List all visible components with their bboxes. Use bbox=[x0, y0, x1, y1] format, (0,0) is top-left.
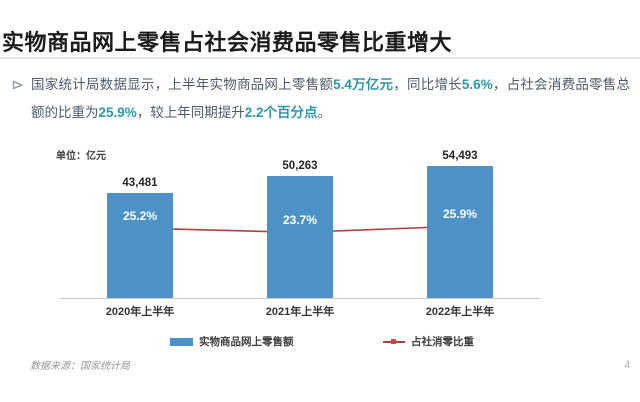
chart-legend: 实物商品网上零售额 占社消零比重 bbox=[0, 334, 640, 348]
line-point-label: 25.9% bbox=[442, 207, 478, 222]
body-highlight: 5.4万亿元 bbox=[333, 77, 394, 92]
slide-title: 实物商品网上零售占社会消费品零售比重增大 bbox=[2, 30, 453, 55]
line-point-label: 25.2% bbox=[122, 209, 158, 224]
legend-item-bar: 实物商品网上零售额 bbox=[170, 334, 294, 349]
line-swatch-icon bbox=[383, 338, 405, 345]
legend-bar-label: 实物商品网上零售额 bbox=[199, 336, 294, 348]
bar-line-chart: 单位：亿元 43,481 25.2% 50,263 23.7% 54,493 25.9% … bbox=[56, 150, 540, 322]
page-number: 4 bbox=[624, 360, 630, 371]
chart-plot-area: 43,481 25.2% 50,263 23.7% 54,493 25.9% bbox=[60, 150, 540, 299]
body-segment: ，同比增长 bbox=[393, 77, 462, 92]
bar bbox=[427, 166, 493, 298]
body-highlight: 2.2个百分点 bbox=[244, 105, 318, 120]
bar bbox=[107, 193, 173, 298]
bar-value-label: 50,263 bbox=[282, 160, 318, 172]
x-axis-label: 2021年上半年 bbox=[265, 306, 335, 318]
line-point-label: 23.7% bbox=[282, 213, 318, 228]
x-axis-label: 2020年上半年 bbox=[105, 306, 175, 318]
title-divider bbox=[0, 57, 640, 59]
body-highlight: 5.6% bbox=[461, 77, 493, 92]
body-paragraph: 国家统计局数据显示，上半年实物商品网上零售额5.4万亿元，同比增长5.6%，占社… bbox=[12, 71, 630, 127]
data-source: 数据来源：国家统计局 bbox=[30, 361, 130, 372]
unit-label: 单位：亿元 bbox=[56, 151, 106, 162]
bar-value-label: 54,493 bbox=[442, 150, 478, 162]
body-segment: 。 bbox=[317, 105, 332, 120]
body-text: 国家统计局数据显示，上半年实物商品网上零售额5.4万亿元，同比增长5.6%，占社… bbox=[31, 71, 630, 127]
legend-item-line: 占社消零比重 bbox=[383, 334, 474, 349]
body-highlight: 25.9% bbox=[98, 105, 137, 120]
x-axis-label: 2022年上半年 bbox=[425, 306, 495, 318]
bar-swatch-icon bbox=[170, 337, 193, 346]
body-segment: 国家统计局数据显示，上半年实物商品网上零售额 bbox=[31, 77, 334, 92]
bar-value-label: 43,481 bbox=[122, 177, 158, 189]
legend-line-label: 占社消零比重 bbox=[411, 336, 474, 348]
body-segment: ，较上年同期提升 bbox=[136, 105, 245, 120]
body-segment: ，占社会消费品零售总额的比重为 bbox=[31, 77, 631, 120]
bar bbox=[267, 176, 333, 298]
arrow-bullet-icon bbox=[12, 78, 24, 90]
